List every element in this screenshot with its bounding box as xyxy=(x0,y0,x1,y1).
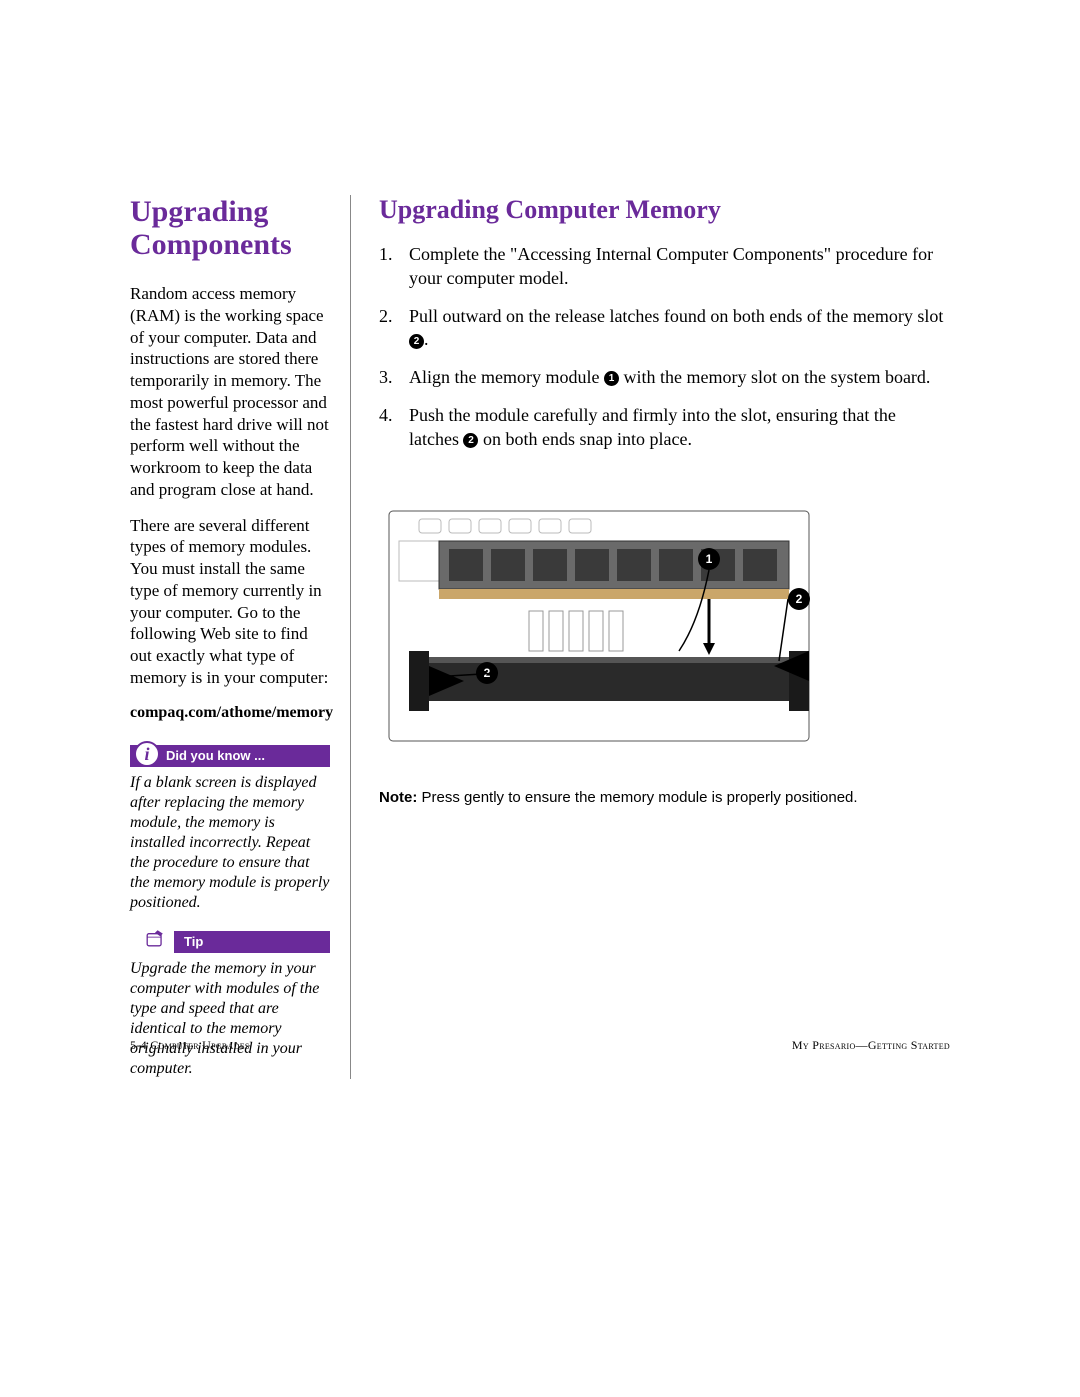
tip-bar: Tip xyxy=(174,931,330,953)
column-divider xyxy=(350,195,351,1079)
step-item: Complete the "Accessing Internal Compute… xyxy=(379,243,950,291)
step-item: Pull outward on the release latches foun… xyxy=(379,305,950,353)
reference-marker: 2 xyxy=(409,334,424,349)
did-you-know-callout: i Did you know ... If a blank screen is … xyxy=(130,745,330,913)
step-item: Push the module carefully and firmly int… xyxy=(379,404,950,452)
footer-right: My Presario—Getting Started xyxy=(792,1038,950,1053)
did-you-know-body: If a blank screen is displayed after rep… xyxy=(130,773,330,913)
reference-marker: 2 xyxy=(463,433,478,448)
note-text: Press gently to ensure the memory module… xyxy=(422,789,858,806)
did-you-know-bar: i Did you know ... xyxy=(130,745,330,767)
steps-list: Complete the "Accessing Internal Compute… xyxy=(379,243,950,451)
info-icon: i xyxy=(134,741,160,767)
reference-marker: 1 xyxy=(604,371,619,386)
intro-para-1: Random access memory (RAM) is the workin… xyxy=(130,283,330,501)
left-column: Upgrading Components Random access memor… xyxy=(130,195,350,1079)
svg-text:i: i xyxy=(144,744,149,764)
intro-para-2: There are several different types of mem… xyxy=(130,515,330,689)
svg-text:1: 1 xyxy=(706,552,713,566)
right-column: Upgrading Computer Memory Complete the "… xyxy=(361,195,950,1079)
tip-icon xyxy=(142,925,168,951)
memory-diagram: 122 xyxy=(379,471,819,771)
memory-install-figure: 122 xyxy=(379,471,819,771)
svg-text:2: 2 xyxy=(796,592,803,606)
footer-left: 5-4 Computer Upgrades xyxy=(130,1038,250,1053)
did-you-know-label: Did you know ... xyxy=(166,748,265,763)
memory-link: compaq.com/athome/memory xyxy=(130,703,330,723)
page-footer: 5-4 Computer Upgrades My Presario—Gettin… xyxy=(130,1038,950,1053)
step-item: Align the memory module 1 with the memor… xyxy=(379,366,950,390)
note-label: Note: xyxy=(379,789,417,806)
tip-body: Upgrade the memory in your computer with… xyxy=(130,959,330,1079)
left-heading: Upgrading Components xyxy=(130,195,330,261)
tip-callout: Tip Upgrade the memory in your computer … xyxy=(130,931,330,1079)
page-content: Upgrading Components Random access memor… xyxy=(130,195,950,1079)
note-line: Note: Press gently to ensure the memory … xyxy=(379,789,950,806)
tip-label: Tip xyxy=(184,934,203,949)
right-heading: Upgrading Computer Memory xyxy=(379,195,950,225)
